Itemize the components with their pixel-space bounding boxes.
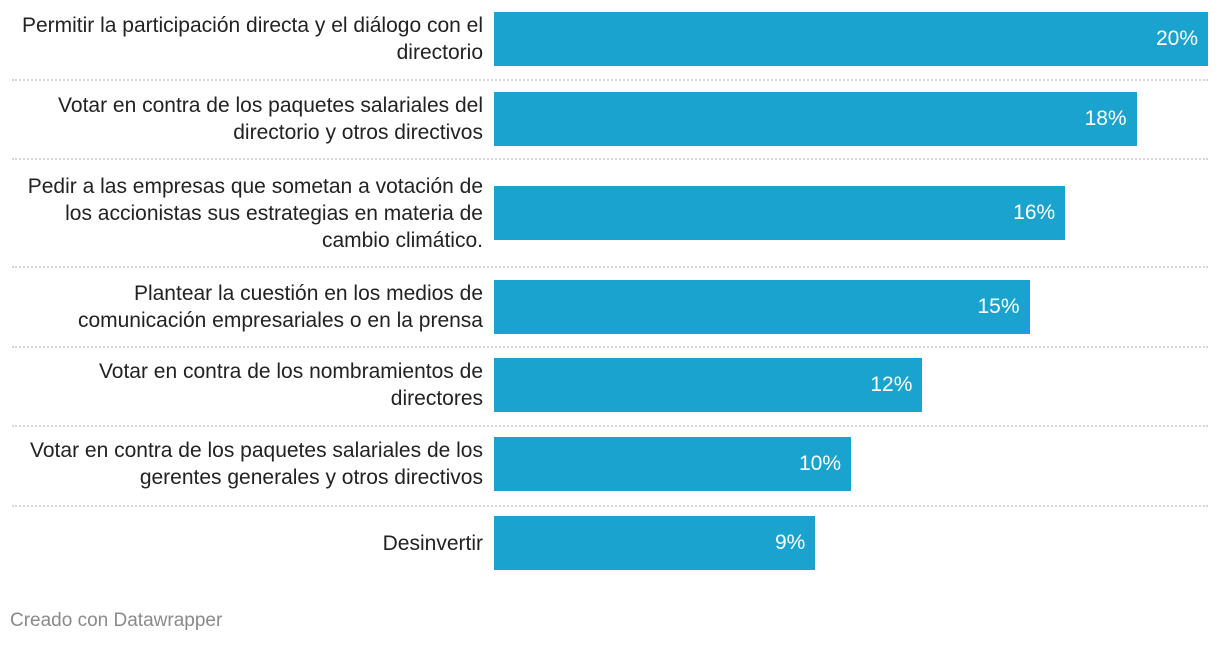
bar <box>494 437 851 491</box>
row-separator <box>12 425 1208 427</box>
bar <box>494 280 1030 334</box>
row-separator <box>12 266 1208 268</box>
value-label: 15% <box>977 295 1020 318</box>
value-label: 18% <box>1084 107 1127 130</box>
row-separator <box>12 158 1208 160</box>
value-label: 10% <box>798 452 841 475</box>
category-label: Votar en contra de los paquetes salarial… <box>58 94 483 144</box>
footer-credit: Creado con Datawrapper <box>10 610 223 631</box>
bar <box>494 12 1208 66</box>
category-label: Permitir la participación directa y el d… <box>21 14 483 64</box>
value-label: 9% <box>774 531 806 554</box>
row-separator <box>12 505 1208 507</box>
category-label: Votar en contra de los nombramientos de … <box>98 360 483 410</box>
bar <box>494 358 923 412</box>
value-label: 20% <box>1155 27 1198 50</box>
category-label: Pedir a las empresas que sometan a votac… <box>27 174 483 252</box>
bar <box>494 516 816 570</box>
value-label: 16% <box>1013 201 1056 224</box>
category-label: Plantear la cuestión en los medios de co… <box>77 282 483 332</box>
row-separator <box>12 346 1208 348</box>
category-label: Votar en contra de los paquetes salarial… <box>30 439 483 489</box>
value-label: 12% <box>870 373 913 396</box>
bar <box>494 186 1066 240</box>
row-separator <box>12 79 1208 81</box>
bar <box>494 92 1137 146</box>
category-label: Desinvertir <box>382 531 483 555</box>
